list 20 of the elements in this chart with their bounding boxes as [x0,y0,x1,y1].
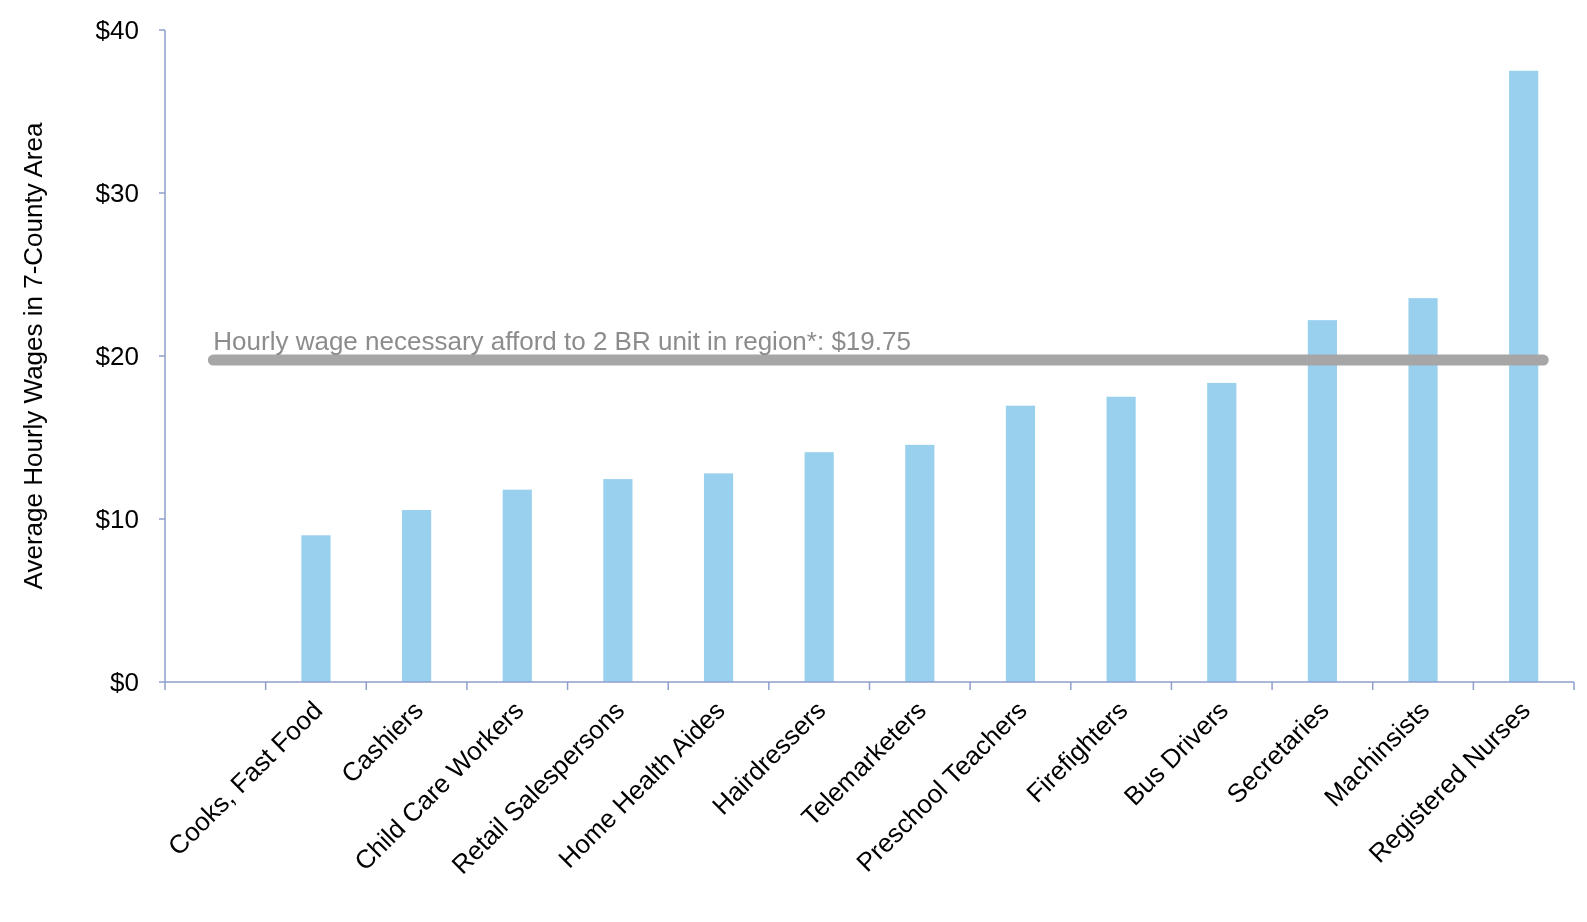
bar [603,479,633,682]
bar [1005,405,1036,682]
bar [905,444,935,682]
y-tick-label: $10 [95,504,139,535]
y-axis-title: Average Hourly Wages in 7-County Area [18,122,48,590]
y-tick-label: $20 [95,341,139,372]
bar [1207,382,1237,682]
bar [1106,396,1136,682]
bar [402,510,432,682]
bar [502,489,532,682]
y-tick-label: $30 [95,178,139,209]
ref-line-label: Hourly wage necessary afford to 2 BR unit in region*: $19.75 [213,326,911,357]
bar [1509,70,1539,682]
bar [804,452,834,682]
bar [1307,320,1337,682]
y-tick-label: $40 [95,15,139,46]
bar [1408,298,1438,682]
bar [703,473,734,682]
bar [301,535,331,682]
y-tick-label: $0 [110,667,139,698]
